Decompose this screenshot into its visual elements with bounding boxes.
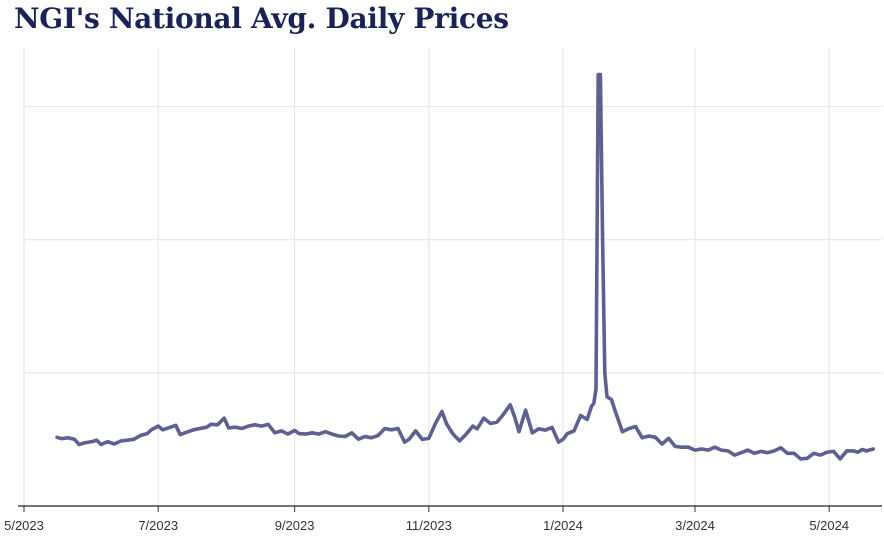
- series-line: [55, 72, 876, 461]
- x-axis: 5/2023 7/2023 9/2023 11/2023 1/2024 3/2024 5/2…: [4, 505, 882, 533]
- x-tick-label: 11/2023: [406, 518, 452, 533]
- grid-lines: [23, 48, 882, 506]
- x-tick-label: 3/2024: [675, 518, 715, 533]
- x-tick-label: 7/2023: [138, 518, 178, 533]
- chart-title: NGI's National Avg. Daily Prices: [14, 2, 509, 35]
- x-tick-label: 5/2024: [809, 518, 849, 533]
- x-tick-label: 5/2023: [4, 518, 44, 533]
- x-tick-label: 9/2023: [275, 518, 315, 533]
- x-tick-label: 1/2024: [543, 518, 583, 533]
- series-group: [55, 72, 876, 461]
